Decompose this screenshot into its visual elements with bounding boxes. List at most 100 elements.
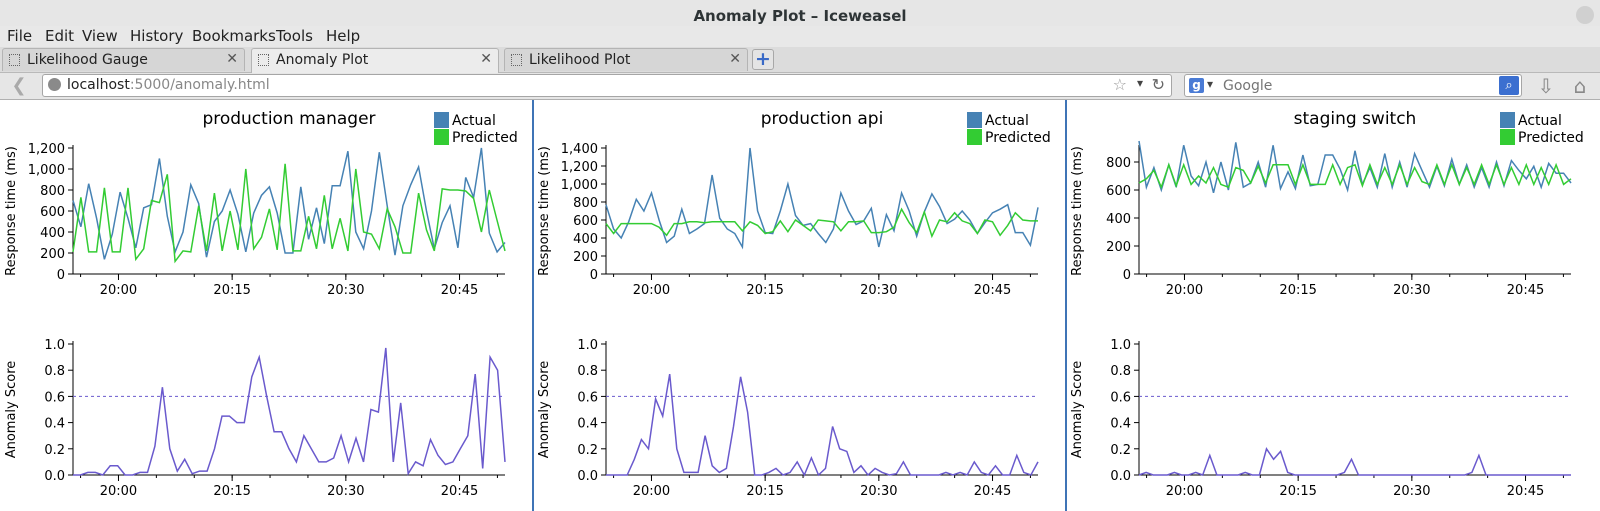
tab-strip: Likelihood Gauge ✕ Anomaly Plot ✕ Likeli… xyxy=(0,47,1600,73)
page-favicon-icon xyxy=(9,54,20,66)
url-text[interactable]: localhost:5000/anomaly.html xyxy=(67,77,270,93)
legend-label-predicted: Predicted xyxy=(985,130,1051,146)
menu-bookmarks[interactable]: Bookmarks xyxy=(192,27,276,45)
tab-likelihood-gauge[interactable]: Likelihood Gauge ✕ xyxy=(2,48,245,71)
y-tick-label: 1,200 xyxy=(561,160,598,175)
actual-series-line xyxy=(72,147,506,260)
magnifier-icon[interactable]: ⌕ xyxy=(1499,76,1519,95)
search-box[interactable]: g ▾ ⌕ xyxy=(1184,74,1522,97)
predicted-series-line xyxy=(605,207,1038,239)
y-tick-label: 600 xyxy=(40,205,65,220)
page-favicon-icon xyxy=(258,54,269,66)
window-titlebar: Anomaly Plot – Iceweasel xyxy=(0,0,1600,30)
legend-label-actual: Actual xyxy=(1518,113,1562,129)
y-tick-label: 0.4 xyxy=(1110,417,1131,432)
y-axis-label: Anomaly Score xyxy=(1070,361,1085,459)
panel-separator xyxy=(532,100,534,511)
y-tick-label: 0.2 xyxy=(44,443,65,458)
x-tick-label: 20:30 xyxy=(327,283,364,298)
x-tick-label: 20:15 xyxy=(1279,283,1316,298)
chevron-down-icon[interactable]: ▾ xyxy=(1136,76,1143,90)
download-arrow-icon[interactable]: ⇩ xyxy=(1537,74,1555,98)
charts-canvas: 0 200 400 600 800 1,000 1,200 20:00 20:15 20:30 20… xyxy=(4,109,1584,499)
y-tick-label: 1.0 xyxy=(1110,338,1131,353)
menu-history[interactable]: History xyxy=(130,27,184,45)
y-tick-label: 800 xyxy=(1106,156,1131,171)
y-tick-label: 800 xyxy=(573,196,598,211)
anomaly-score-line xyxy=(1138,447,1571,476)
search-engine-icon[interactable]: g xyxy=(1189,78,1204,93)
x-tick-label: 20:00 xyxy=(633,283,670,298)
x-tick-label: 20:45 xyxy=(974,484,1011,499)
navigation-bar: ❮ localhost:5000/anomaly.html ☆ ▾ ↻ g ▾ … xyxy=(0,73,1600,99)
y-tick-label: 1,000 xyxy=(28,163,65,178)
y-tick-label: 0 xyxy=(590,268,598,283)
legend-label-actual: Actual xyxy=(452,113,496,129)
home-icon[interactable]: ⌂ xyxy=(1573,74,1587,98)
y-tick-label: 600 xyxy=(573,214,598,229)
tab-likelihood-plot[interactable]: Likelihood Plot ✕ xyxy=(504,48,748,71)
page-favicon-icon xyxy=(511,54,522,66)
chart-4: 0 200 400 600 800 20:00 20:15 20:30 20:45 Respons… xyxy=(1070,109,1584,298)
legend-swatch-actual xyxy=(967,112,982,128)
y-tick-label: 0.8 xyxy=(44,364,65,379)
legend-label-predicted: Predicted xyxy=(452,130,518,146)
star-icon[interactable]: ☆ xyxy=(1112,75,1127,94)
x-tick-label: 20:30 xyxy=(1393,283,1430,298)
predicted-series-line xyxy=(1138,162,1572,190)
legend-swatch-actual xyxy=(434,112,449,128)
y-axis-label: Response time (ms) xyxy=(1070,146,1085,276)
close-tab-icon[interactable]: ✕ xyxy=(226,51,238,67)
reload-icon[interactable]: ↻ xyxy=(1151,75,1165,94)
y-tick-label: 0 xyxy=(57,268,65,283)
x-tick-label: 20:30 xyxy=(860,484,897,499)
y-tick-label: 200 xyxy=(573,250,598,265)
menu-view[interactable]: View xyxy=(82,27,118,45)
actual-series-line xyxy=(605,147,1039,250)
menu-help[interactable]: Help xyxy=(326,27,361,45)
menu-tools[interactable]: Tools xyxy=(276,27,313,45)
x-tick-label: 20:15 xyxy=(1279,484,1316,499)
y-tick-label: 600 xyxy=(1106,184,1131,199)
close-tab-icon[interactable]: ✕ xyxy=(480,51,492,67)
y-axis-label: Anomaly Score xyxy=(537,361,552,459)
y-tick-label: 0.4 xyxy=(44,417,65,432)
y-axis-label: Response time (ms) xyxy=(4,146,19,276)
new-tab-button[interactable]: + xyxy=(752,49,774,70)
y-tick-label: 200 xyxy=(1106,240,1131,255)
chart-1: 0.0 0.2 0.4 0.6 0.8 1.0 20:00 20:15 20:30 20:45 An… xyxy=(4,338,506,499)
y-tick-label: 400 xyxy=(573,232,598,247)
y-tick-label: 1.0 xyxy=(577,338,598,353)
window-control-icon[interactable] xyxy=(1576,6,1594,24)
y-tick-label: 0.0 xyxy=(577,469,598,484)
y-tick-label: 800 xyxy=(40,184,65,199)
x-tick-label: 20:00 xyxy=(100,484,137,499)
chart-0: 0 200 400 600 800 1,000 1,200 20:00 20:15 20:30 20… xyxy=(4,109,518,298)
close-tab-icon[interactable]: ✕ xyxy=(729,51,741,67)
url-path: :5000/anomaly.html xyxy=(129,77,270,93)
x-tick-label: 20:30 xyxy=(1393,484,1430,499)
back-arrow-icon[interactable]: ❮ xyxy=(11,75,27,96)
search-input[interactable] xyxy=(1223,76,1473,95)
anomaly-score-line xyxy=(73,347,506,476)
y-tick-label: 1,000 xyxy=(561,178,598,193)
y-tick-label: 200 xyxy=(40,247,65,262)
y-tick-label: 1,400 xyxy=(561,142,598,157)
legend-swatch-predicted xyxy=(434,129,449,145)
y-tick-label: 0 xyxy=(1123,268,1131,283)
chevron-down-icon[interactable]: ▾ xyxy=(1207,77,1214,91)
y-tick-label: 0.6 xyxy=(1110,390,1131,405)
chart-title: production api xyxy=(761,109,884,129)
y-tick-label: 0.6 xyxy=(44,390,65,405)
url-bar[interactable]: localhost:5000/anomaly.html ☆ ▾ ↻ xyxy=(42,74,1172,97)
menu-bar: File Edit View History Bookmarks Tools H… xyxy=(0,26,1600,46)
y-tick-label: 1,200 xyxy=(28,142,65,157)
panel-separator xyxy=(1065,100,1067,511)
tab-anomaly-plot[interactable]: Anomaly Plot ✕ xyxy=(251,48,499,73)
tab-label: Likelihood Gauge xyxy=(27,52,148,68)
menu-file[interactable]: File xyxy=(7,27,33,45)
chart-3: 0.0 0.2 0.4 0.6 0.8 1.0 20:00 20:15 20:30 20:45 An… xyxy=(537,338,1039,499)
x-tick-label: 20:45 xyxy=(441,484,478,499)
menu-edit[interactable]: Edit xyxy=(45,27,75,45)
y-tick-label: 400 xyxy=(1106,212,1131,227)
